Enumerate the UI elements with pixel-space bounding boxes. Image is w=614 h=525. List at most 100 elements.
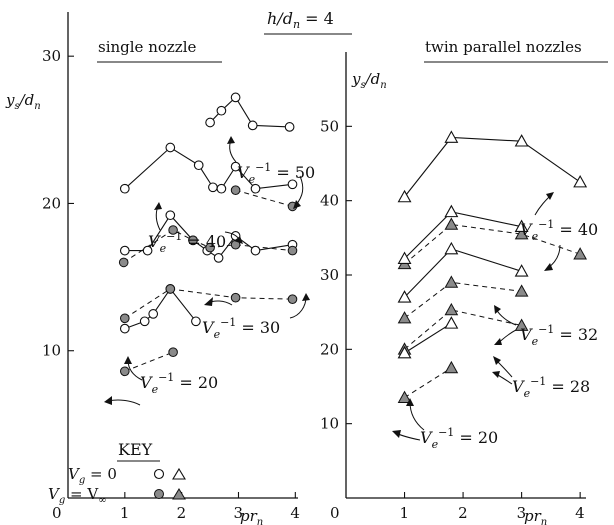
right-point-40-0-0 — [397, 189, 412, 203]
left-point-20-5-0 — [119, 323, 130, 334]
left-point-40-1-3 — [208, 182, 218, 193]
figure-title-tail: = 4 — [300, 9, 334, 28]
right-point-28-4-2 — [514, 264, 529, 277]
right-point-28-5-2 — [514, 318, 529, 331]
right-point-32-3-0 — [397, 311, 412, 324]
right-xtick-label-2: 2 — [458, 504, 468, 522]
right-series-lines — [404, 136, 581, 399]
legend-key: KEY Vg = 0 Vg = V∞ — [48, 440, 186, 506]
left-point-50-0-2 — [230, 92, 241, 103]
right-point-40-0-1 — [444, 130, 459, 143]
right-point-20-6-1 — [444, 316, 459, 329]
legend-open-circle — [153, 468, 165, 480]
right-series-line-20-7 — [404, 367, 452, 399]
right-ytick-label-30: 30 — [320, 266, 339, 284]
right-point-28-5-1 — [444, 302, 459, 316]
left-point-20-7-1 — [168, 347, 178, 358]
right-series-line-28-5 — [404, 309, 522, 350]
left-series-line-20-7 — [124, 351, 174, 372]
legend-key-title: KEY — [118, 440, 153, 459]
right-curve-label-40: Ve−1 = 40 — [520, 218, 598, 243]
left-x-axis-label: prn — [240, 507, 263, 525]
right-point-40-0-3 — [573, 174, 588, 188]
left-point-30-3-1 — [142, 245, 153, 256]
right-point-32-3-2 — [514, 284, 529, 297]
left-point-30-4-1 — [168, 225, 178, 235]
left-point-30-3-5 — [213, 253, 224, 263]
left-xtick-label-4: 4 — [290, 504, 300, 522]
right-markers — [397, 130, 588, 403]
legend-row-filled: Vg = V∞ — [48, 485, 107, 506]
left-curve-label-40: Ve−1 = 40 — [148, 230, 226, 255]
panel-twin-parallel-nozzles: twin parallel nozzles ys/dn prn 0 1 2 3 4 10 2… — [320, 38, 608, 525]
left-point-50-0-1 — [216, 105, 227, 116]
right-series-line-32-2 — [404, 211, 522, 259]
left-point-30-4-0 — [118, 257, 129, 268]
left-point-40-1-6 — [250, 183, 261, 194]
left-point-30-3-0 — [119, 245, 130, 256]
left-point-50-0-0 — [205, 117, 215, 128]
left-pointer-arrows — [104, 136, 310, 406]
left-point-50-0-3 — [247, 120, 258, 131]
legend-filled-circle — [154, 489, 164, 499]
right-xtick-label-3: 3 — [517, 504, 527, 522]
right-series-line-40-1 — [404, 223, 581, 265]
right-point-40-1-3 — [573, 247, 587, 260]
left-point-20-6-1 — [165, 284, 176, 294]
right-point-20-6-0 — [397, 345, 412, 359]
right-point-20-7-0 — [397, 390, 412, 403]
right-curve-label-20: Ve−1 = 20 — [420, 426, 498, 451]
left-point-20-6-2 — [230, 292, 241, 303]
right-y-axis-label: ys/dn — [351, 70, 387, 91]
left-point-20-5-1 — [139, 316, 150, 327]
left-point-30-3-7 — [250, 245, 261, 256]
right-point-28-4-1 — [444, 241, 459, 255]
right-ytick-label-20: 20 — [320, 340, 339, 358]
left-ticks: 0 1 2 3 4 10 20 30 — [42, 47, 300, 522]
left-xtick-label-2: 2 — [177, 504, 187, 522]
left-point-20-6-3 — [287, 294, 298, 305]
figure-title-sub: n — [293, 18, 300, 31]
left-point-40-1-2 — [193, 160, 204, 171]
left-point-30-4-2 — [188, 235, 198, 246]
panel-single-nozzle: single nozzle ys/dn prn 0 1 2 3 4 10 20 30 Ve−1… — [5, 12, 315, 525]
right-point-28-4-0 — [397, 290, 412, 303]
left-point-40-1-0 — [119, 183, 130, 194]
left-point-30-4-3 — [205, 242, 215, 253]
left-point-20-5-4 — [191, 316, 201, 327]
left-ytick-label-20: 20 — [42, 194, 61, 212]
left-curve-label-30: Ve−1 = 30 — [202, 316, 280, 341]
left-ytick-label-30: 30 — [42, 47, 61, 65]
right-point-32-2-2 — [514, 219, 529, 233]
right-point-40-1-2 — [514, 227, 529, 240]
right-point-32-2-0 — [397, 251, 412, 264]
right-ytick-label-40: 40 — [320, 192, 339, 210]
left-series-line-40-2 — [235, 189, 293, 207]
left-panel-title: single nozzle — [98, 38, 196, 56]
right-ticks: 0 1 2 3 4 10 20 30 40 50 — [320, 117, 585, 522]
left-xtick-label-3: 3 — [233, 504, 243, 522]
left-point-30-4-5 — [287, 245, 298, 256]
left-point-40-2-0 — [230, 185, 241, 195]
left-point-20-5-2 — [148, 309, 159, 319]
right-point-32-3-1 — [444, 275, 459, 288]
right-series-line-20-6 — [404, 322, 452, 354]
left-y-axis-label: ys/dn — [5, 91, 41, 112]
right-point-32-2-1 — [444, 204, 459, 218]
left-point-30-3-2 — [165, 210, 176, 221]
left-point-40-1-4 — [216, 183, 227, 194]
left-curve-label-50: Ve−1 = 50 — [237, 161, 315, 186]
left-point-40-1-7 — [287, 179, 298, 190]
right-ytick-label-10: 10 — [320, 415, 339, 433]
right-curve-label-32: Ve−1 = 32 — [520, 323, 598, 348]
figure-title-main: h/d — [267, 9, 293, 28]
svg-text:h/dn = 4: h/dn = 4 — [267, 9, 334, 31]
right-xtick-label-0: 0 — [330, 504, 340, 522]
right-xtick-label-4: 4 — [575, 504, 585, 522]
left-point-40-1-1 — [165, 142, 176, 153]
right-curve-label-28: Ve−1 = 28 — [512, 375, 590, 400]
left-markers — [118, 92, 298, 377]
left-series-line-20-6 — [124, 288, 293, 319]
left-point-20-6-0 — [120, 313, 130, 324]
